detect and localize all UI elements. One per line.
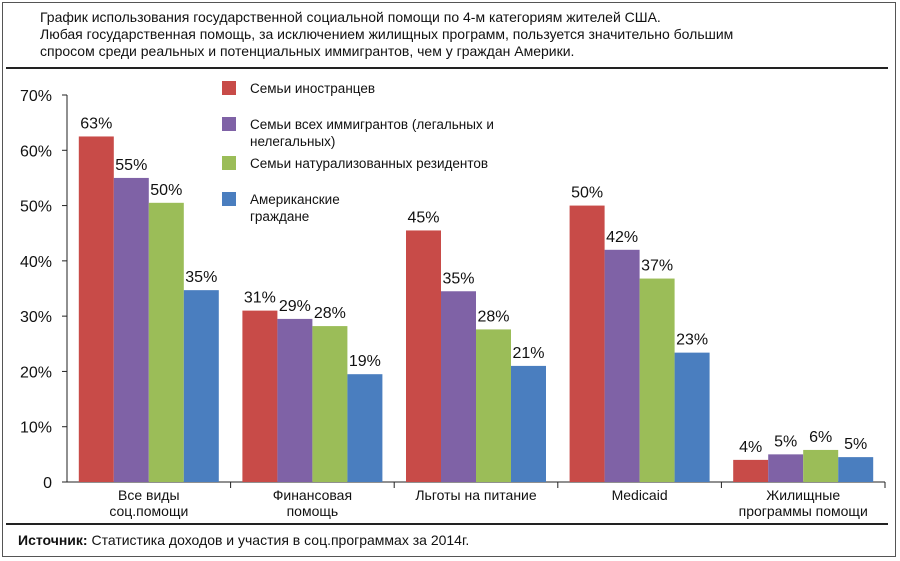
bar-value-label: 29% — [279, 298, 311, 315]
footer-divider — [6, 523, 888, 525]
x-category-label: программы помощи — [739, 503, 868, 519]
bar-value-label: 55% — [115, 157, 147, 174]
bar-value-label: 50% — [150, 182, 182, 199]
x-category-label: помощь — [287, 503, 339, 519]
legend-label: Семьи всех иммигрантов (легальных и — [250, 117, 494, 132]
bar — [511, 365, 546, 482]
bar — [406, 230, 441, 482]
bar-value-label: 37% — [641, 258, 673, 275]
x-category-label: Все виды — [118, 487, 180, 503]
bar-value-label: 35% — [185, 269, 217, 286]
bar-value-label: 6% — [809, 429, 832, 446]
bar — [674, 352, 710, 482]
bar — [768, 454, 804, 482]
y-tick-label: 40% — [20, 254, 52, 271]
x-category-label: Льготы на питание — [415, 487, 537, 503]
bar-value-label: 28% — [314, 305, 346, 322]
legend-swatch — [222, 81, 236, 95]
source-label: Источник: — [18, 532, 88, 548]
bar — [569, 205, 605, 483]
title-divider — [6, 67, 888, 69]
legend-label: Семьи иностранцев — [250, 81, 375, 96]
bar-value-label: 42% — [606, 229, 638, 246]
bar-value-label: 5% — [844, 436, 867, 453]
bar — [441, 291, 476, 482]
y-tick-label: 10% — [20, 420, 52, 437]
bar — [78, 136, 114, 482]
title-line-3: спросом среди реальных и потенциальных и… — [40, 43, 575, 59]
y-tick-label: 20% — [20, 364, 52, 381]
x-category-label: Medicaid — [612, 487, 668, 503]
title-line-1: График использования государственной соц… — [40, 9, 661, 25]
y-tick-label: 50% — [20, 199, 52, 216]
bar-value-label: 28% — [477, 308, 509, 325]
bar — [148, 202, 184, 483]
chart-title: График использования государственной соц… — [40, 9, 880, 60]
bar — [183, 290, 219, 482]
legend-label: Американские — [250, 192, 340, 207]
bar — [803, 449, 839, 482]
legend-swatch — [222, 117, 236, 131]
legend-label: Семьи натурализованных резидентов — [250, 156, 488, 171]
y-tick-label: 70% — [20, 88, 52, 105]
bar — [733, 459, 769, 482]
bar-value-label: 4% — [739, 439, 762, 456]
bar-value-label: 19% — [349, 353, 381, 370]
bar — [312, 326, 348, 482]
legend-swatch — [222, 156, 236, 170]
bar-value-label: 45% — [407, 209, 439, 226]
legend-swatch — [222, 192, 236, 206]
bar — [604, 249, 640, 482]
bar-value-label: 21% — [512, 345, 544, 362]
bar-value-label: 23% — [676, 332, 708, 349]
y-tick-label: 30% — [20, 309, 52, 326]
bar — [347, 374, 383, 482]
bar — [476, 329, 511, 482]
source-note: Источник: Статистика доходов и участия в… — [18, 532, 469, 548]
title-line-2: Любая государственная помощь, за исключе… — [40, 26, 734, 42]
bar-value-label: 50% — [571, 185, 603, 202]
y-tick-label: 0 — [43, 475, 52, 492]
bar — [242, 310, 278, 482]
x-category-label: Финансовая — [273, 487, 352, 503]
bar-value-label: 35% — [442, 270, 474, 287]
bar-value-label: 63% — [80, 115, 112, 132]
bar — [639, 278, 675, 482]
y-tick-label: 60% — [20, 143, 52, 160]
bar-value-label: 31% — [244, 290, 276, 307]
bar — [113, 177, 149, 482]
bar — [838, 457, 874, 482]
x-category-label: соц.помощи — [109, 503, 188, 519]
legend-label: нелегальных) — [250, 134, 335, 149]
source-text: Статистика доходов и участия в соц.прогр… — [87, 532, 470, 548]
legend-label: граждане — [250, 209, 309, 224]
x-category-label: Жилищные — [766, 487, 840, 503]
bar-value-label: 5% — [774, 433, 797, 450]
bar — [277, 318, 313, 482]
